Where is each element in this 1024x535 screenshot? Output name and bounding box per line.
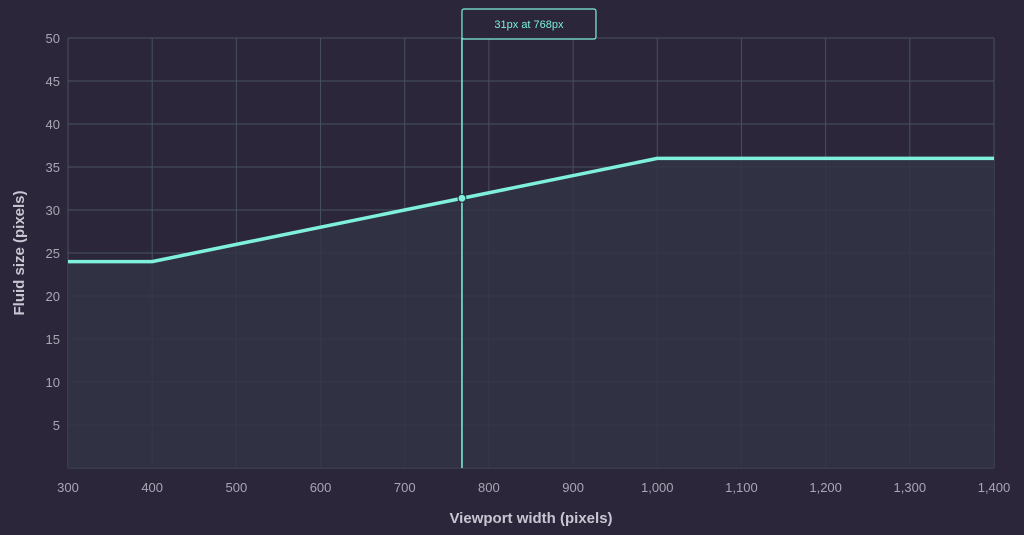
x-tick-label: 700 (394, 480, 416, 495)
x-tick-label: 500 (226, 480, 248, 495)
y-tick-label: 15 (46, 332, 60, 347)
x-tick-label: 1,200 (809, 480, 842, 495)
x-tick-label: 1,100 (725, 480, 758, 495)
x-tick-label: 900 (562, 480, 584, 495)
area-fill (68, 158, 994, 468)
y-axis-title: Fluid size (pixels) (11, 190, 28, 315)
y-tick-labels: 5 10 15 20 25 30 35 40 45 50 (46, 31, 60, 433)
series-line (68, 156, 994, 264)
x-tick-label: 600 (310, 480, 332, 495)
y-tick-label: 35 (46, 160, 60, 175)
x-tick-labels: 300 400 500 600 700 800 900 1,000 1,100 1,200 1,30… (57, 480, 1010, 495)
y-tick-label: 25 (46, 246, 60, 261)
y-tick-label: 30 (46, 203, 60, 218)
x-tick-label: 1,000 (641, 480, 674, 495)
y-tick-label: 10 (46, 375, 60, 390)
y-tick-label: 5 (53, 418, 60, 433)
x-tick-label: 1,400 (978, 480, 1011, 495)
x-tick-label: 1,300 (894, 480, 927, 495)
x-tick-label: 300 (57, 480, 79, 495)
annotation-tooltip-box (461, 8, 597, 40)
y-tick-label: 20 (46, 289, 60, 304)
x-tick-label: 400 (141, 480, 163, 495)
annotation-point (457, 193, 467, 203)
y-tick-label: 40 (46, 117, 60, 132)
x-axis-title: Viewport width (pixels) (449, 510, 612, 527)
x-tick-label: 800 (478, 480, 500, 495)
value-annotation: 31px at 768px (457, 8, 597, 468)
y-tick-label: 50 (46, 31, 60, 46)
y-tick-label: 45 (46, 74, 60, 89)
annotation-tooltip-text: 31px at 768px (494, 19, 564, 31)
